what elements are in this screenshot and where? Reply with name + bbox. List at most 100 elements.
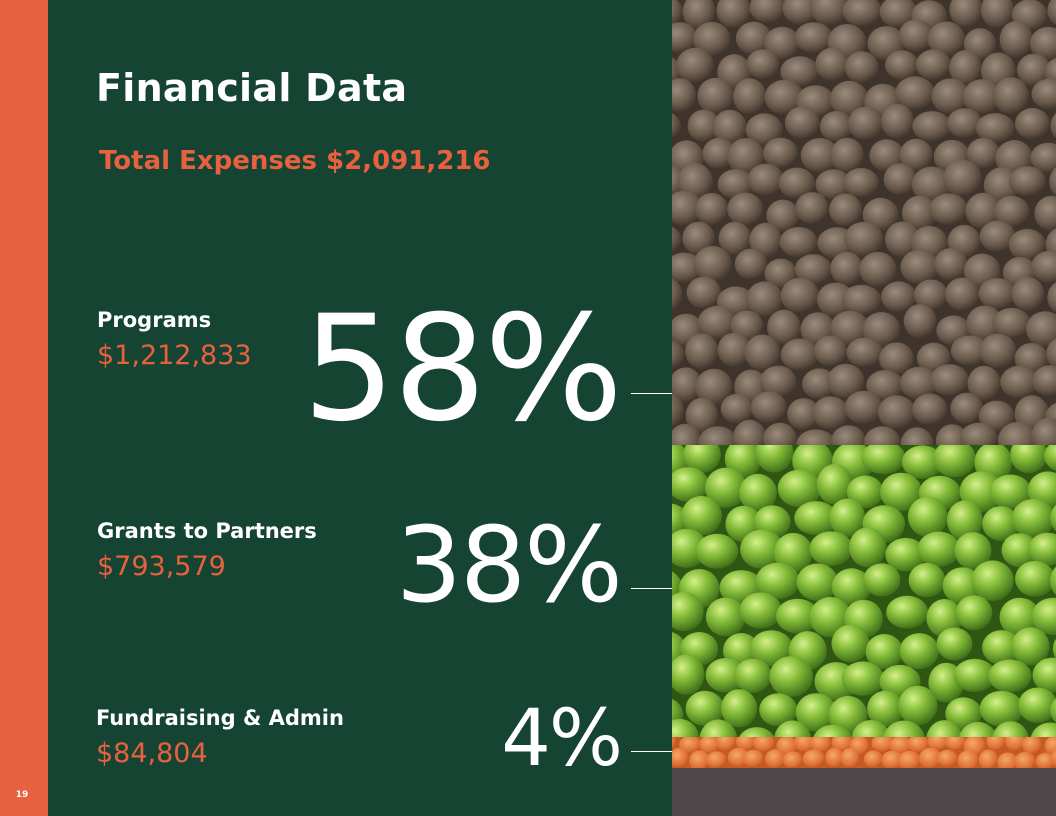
legume-mark — [846, 337, 884, 368]
legume-mark — [672, 226, 682, 253]
legume-mark — [889, 737, 913, 755]
legume-mark — [795, 192, 829, 225]
legume-mark — [828, 695, 868, 735]
legume-mark — [1050, 566, 1056, 596]
legume-mark — [672, 278, 683, 312]
legume-mark — [1016, 53, 1052, 87]
legume-mark — [672, 737, 677, 750]
legume-mark — [738, 727, 775, 737]
page-title: Financial Data — [96, 66, 408, 110]
legume-mark — [739, 473, 777, 512]
legume-mark — [883, 163, 917, 196]
legume-mark — [777, 469, 822, 508]
legume-mark — [1015, 560, 1055, 597]
legume-mark — [863, 563, 901, 597]
legume-mark — [1046, 338, 1056, 370]
legume-mark — [1022, 737, 1042, 755]
legume-mark — [685, 397, 719, 434]
legume-mark — [1050, 750, 1056, 767]
legume-mark — [718, 221, 752, 256]
legume-mark — [1029, 26, 1056, 61]
legume-mark — [831, 624, 870, 663]
legume-mark — [830, 251, 864, 286]
legume-mark — [895, 76, 935, 111]
legume-mark — [717, 332, 752, 367]
legume-mark — [1031, 250, 1056, 283]
legume-mark — [959, 422, 998, 445]
legume-mark — [717, 169, 754, 200]
legume-mark — [677, 163, 713, 201]
legume-mark — [997, 752, 1019, 768]
legume-mark — [802, 749, 825, 768]
legume-mark — [992, 307, 1031, 339]
legume-mark — [1044, 445, 1056, 471]
legume-mark — [689, 750, 710, 768]
legume-mark — [953, 658, 996, 693]
legume-mark — [769, 656, 813, 697]
legume-mark — [702, 137, 736, 170]
legume-mark — [743, 749, 764, 768]
legume-mark — [753, 737, 775, 753]
legume-mark — [687, 109, 721, 143]
legume-mark — [672, 747, 689, 768]
legume-mark — [716, 737, 736, 752]
legume-mark — [992, 721, 1029, 737]
legume-mark — [841, 284, 882, 316]
legume-mark — [915, 49, 952, 80]
legume-mark — [864, 426, 901, 445]
legume-mark — [727, 138, 765, 175]
legume-mark — [705, 658, 746, 693]
legume-mark — [979, 220, 1016, 252]
legume-mark — [907, 737, 929, 753]
legume-mark — [764, 258, 797, 289]
legume-mark — [796, 429, 836, 445]
legume-mark — [749, 630, 793, 667]
legume-mark — [846, 475, 884, 509]
legume-mark — [733, 419, 767, 445]
legume-mark — [727, 192, 764, 227]
legume-mark — [879, 342, 914, 376]
legume-mark — [959, 721, 997, 737]
legume-mark — [1050, 113, 1056, 139]
legume-mark — [945, 697, 982, 731]
legume-mark — [776, 737, 798, 756]
legume-mark — [979, 333, 1017, 369]
legume-mark — [697, 77, 734, 115]
legume-mark — [1011, 627, 1050, 666]
legume-mark — [901, 445, 944, 479]
legume-mark — [1049, 167, 1056, 197]
legume-mark — [881, 750, 904, 768]
legume-mark — [782, 751, 803, 768]
legume-mark — [949, 0, 983, 28]
legume-mark — [945, 737, 966, 751]
legume-mark — [755, 562, 800, 600]
legume-mark — [672, 0, 683, 27]
legume-mark — [676, 47, 714, 83]
legume-mark — [831, 737, 853, 752]
legume-mark — [693, 246, 732, 283]
legume-mark — [862, 197, 899, 232]
legume-photo-strip — [672, 0, 1056, 816]
legume-mark — [881, 281, 917, 313]
chart-category-fundraising: Fundraising & Admin — [96, 706, 344, 730]
legume-mark — [946, 500, 983, 541]
legume-mark — [779, 227, 818, 258]
legume-mark — [861, 445, 906, 475]
legume-mark — [980, 0, 1014, 29]
legume-mark — [763, 422, 797, 445]
legume-mark — [1028, 532, 1056, 566]
legume-mark — [1018, 687, 1056, 723]
legume-mark — [767, 309, 801, 346]
leader-line-grants — [631, 588, 672, 589]
legume-mark — [780, 338, 819, 371]
legume-mark — [1011, 277, 1045, 312]
legume-mark — [975, 113, 1015, 143]
legume-mark — [698, 426, 738, 445]
legume-mark — [1052, 638, 1056, 659]
legume-mark — [693, 21, 731, 57]
legume-mark — [844, 221, 884, 257]
legume-mark — [716, 0, 751, 29]
legume-mark — [897, 750, 921, 768]
legume-mark — [794, 254, 832, 285]
